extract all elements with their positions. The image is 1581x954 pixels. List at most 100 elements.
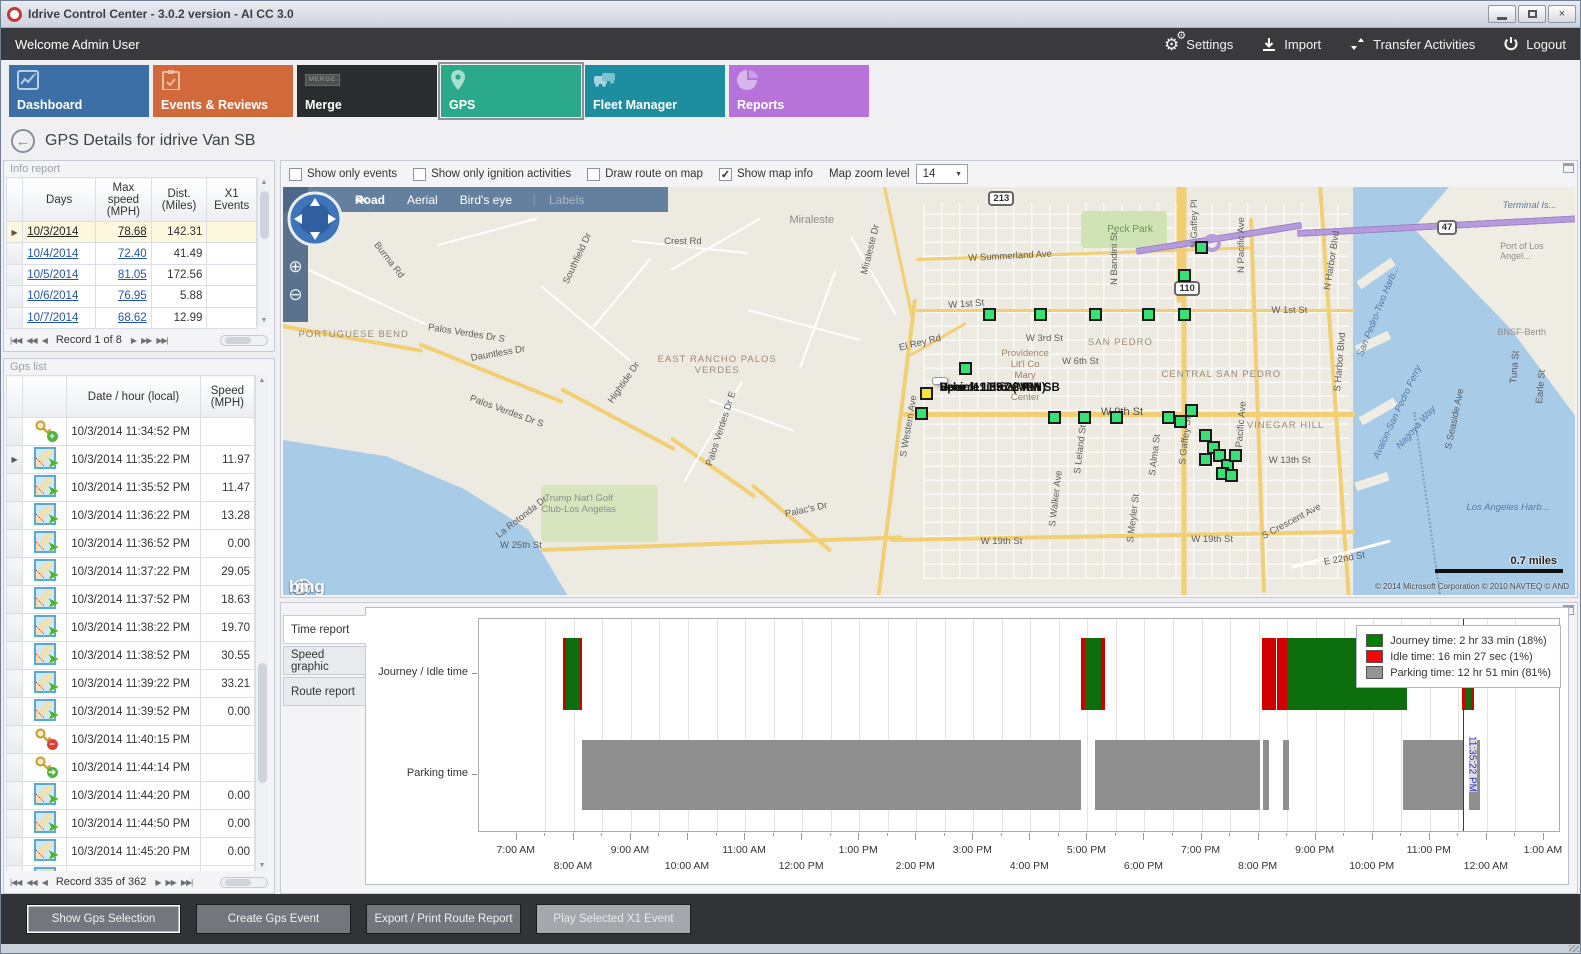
back-button[interactable]: ← [11, 129, 35, 153]
map-marker[interactable] [1195, 241, 1209, 255]
map-marker[interactable] [919, 386, 933, 400]
transfer-activities-button[interactable]: Transfer Activities [1349, 37, 1475, 52]
max-speed-link[interactable]: 72.40 [117, 247, 147, 260]
list-item[interactable]: ➤10/3/2014 11:45:50 PM24.75 [6, 865, 256, 871]
max-speed-link[interactable]: 76.95 [117, 290, 147, 303]
scroll-up-icon[interactable]: ▲ [258, 377, 266, 384]
table-row[interactable]: ▶ 10/3/2014 78.68 142.31 [5, 220, 257, 244]
list-item[interactable]: ➤ 10/3/2014 11:35:52 PM 11.47 [6, 473, 256, 502]
gps-pager-prev-button[interactable]: ◀ [41, 877, 48, 887]
day-link[interactable]: 10/7/2014 [27, 311, 79, 324]
gps-pager-next-button[interactable]: ▶▶| [180, 877, 193, 887]
gps-pager-prev-button[interactable]: |◀◀ [10, 877, 22, 887]
table-row[interactable]: 10/7/2014 68.62 12.99 [5, 306, 257, 330]
gps-pager-prev-button[interactable]: ◀◀ [26, 877, 37, 887]
minimize-button[interactable] [1488, 5, 1516, 23]
map-zoom-in-button[interactable]: ⊕ [288, 257, 303, 276]
map-marker[interactable] [1109, 410, 1123, 424]
list-item[interactable]: ➤ 10/3/2014 11:39:52 PM 0.00 [6, 697, 256, 726]
map-marker[interactable] [1178, 307, 1192, 321]
map-zoom-out-button[interactable]: ⊖ [288, 285, 303, 304]
import-button[interactable]: Import [1261, 37, 1321, 52]
map-view-bird-s-eye[interactable]: Bird's eye [459, 192, 512, 207]
info-pager-prev-button[interactable]: ◀ [41, 335, 48, 345]
tab-merge[interactable]: MERGE Merge [297, 65, 437, 117]
map-marker[interactable] [1161, 410, 1175, 424]
info-pager-next-button[interactable]: ▶ [130, 335, 137, 345]
info-scrollbar[interactable]: ▲ ▼ [257, 177, 270, 326]
map-panel-expand-icon[interactable] [1563, 163, 1574, 173]
list-item[interactable]: ➤ 10/3/2014 11:36:52 PM 0.00 [6, 529, 256, 558]
resize-grip[interactable] [1569, 945, 1579, 952]
max-speed-link[interactable]: 78.68 [117, 226, 147, 239]
map-marker[interactable] [1142, 307, 1156, 321]
gps-scrollbar[interactable]: ▲ ▼ [255, 375, 268, 871]
scroll-thumb[interactable] [260, 191, 269, 239]
map-marker[interactable] [958, 361, 972, 375]
map-marker[interactable] [1077, 410, 1091, 424]
info-pager-next-button[interactable]: ▶▶ [141, 335, 152, 345]
map-marker[interactable] [914, 406, 928, 420]
list-item[interactable]: ➤ 10/3/2014 11:39:22 PM 33.21 [6, 669, 256, 698]
day-link[interactable]: 10/5/2014 [27, 268, 79, 281]
info-pager-prev-button[interactable]: |◀◀ [10, 335, 22, 345]
export-print-route-report-button[interactable]: Export / Print Route Report [366, 904, 521, 934]
map-bar-collapse-button[interactable]: << [355, 192, 368, 207]
table-row[interactable]: 10/5/2014 81.05 172.56 [5, 263, 257, 287]
close-button[interactable]: × [1548, 5, 1576, 23]
map-marker[interactable] [1184, 404, 1198, 418]
maximize-button[interactable] [1518, 5, 1546, 23]
settings-button[interactable]: ⚙ ⚙ Settings [1164, 30, 1233, 53]
map-marker[interactable] [1199, 452, 1213, 466]
tab-dashboard[interactable]: Dashboard [9, 65, 149, 117]
map-marker[interactable] [1224, 468, 1238, 482]
list-item[interactable]: ▶ ➤ 10/3/2014 11:35:22 PM 11.97 [6, 445, 256, 474]
map-compass-control[interactable] [286, 190, 344, 248]
table-row[interactable]: 10/4/2014 72.40 41.49 [5, 242, 257, 265]
list-item[interactable]: ➤ 10/3/2014 11:44:50 PM 0.00 [6, 809, 256, 838]
tab-fleet-manager[interactable]: Fleet Manager [585, 65, 725, 117]
list-item[interactable]: ➔ 10/3/2014 11:44:14 PM [6, 753, 256, 782]
day-link[interactable]: 10/6/2014 [27, 290, 79, 303]
list-item[interactable]: ➤ 10/3/2014 11:36:22 PM 13.28 [6, 501, 256, 530]
gps-pager-next-button[interactable]: ▶ [155, 877, 161, 887]
draw-route-on-map-checkbox[interactable]: Draw route on map [587, 167, 703, 181]
list-item[interactable]: +10/3/2014 11:34:52 PM [6, 417, 256, 446]
scroll-up-icon[interactable]: ▲ [260, 179, 268, 186]
map-zoom-dropdown[interactable]: 14 ▼ [915, 164, 968, 184]
show-only-events-checkbox[interactable]: Show only events [289, 167, 397, 181]
tab-events-reviews[interactable]: Events & Reviews [153, 65, 293, 117]
logout-button[interactable]: Logout [1503, 36, 1566, 52]
tab-route-report[interactable]: Route report [283, 677, 366, 706]
map-view-aerial[interactable]: Aerial [407, 192, 438, 207]
list-item[interactable]: ➤ 10/3/2014 11:38:22 PM 19.70 [6, 613, 256, 642]
max-speed-link[interactable]: 68.62 [117, 311, 147, 324]
list-item[interactable]: −10/3/2014 11:40:15 PM [6, 725, 256, 754]
show-gps-selection-button[interactable]: Show Gps Selection [26, 904, 181, 934]
map-view-road[interactable]: Road [355, 193, 385, 218]
info-pager-next-button[interactable]: ▶▶| [156, 335, 168, 345]
map-marker[interactable] [1089, 307, 1103, 321]
show-only-ignition-activities-checkbox[interactable]: Show only ignition activities [413, 167, 571, 181]
tab-speed-graphic[interactable]: Speed graphic [283, 646, 366, 675]
gps-pager-next-button[interactable]: ▶▶ [165, 877, 177, 887]
table-row[interactable]: 10/6/2014 76.95 5.88 [5, 285, 257, 308]
list-item[interactable]: ➤ 10/3/2014 11:45:20 PM 0.00 [6, 837, 256, 866]
info-pager-prev-button[interactable]: ◀◀ [26, 335, 37, 345]
scroll-down-icon[interactable]: ▼ [258, 862, 266, 869]
tab-time-report[interactable]: Time report [283, 615, 366, 644]
list-item[interactable]: ➤ 10/3/2014 11:44:20 PM 0.00 [6, 781, 256, 810]
show-map-info-checkbox[interactable]: ✓ Show map info [718, 167, 813, 181]
map-marker[interactable] [1033, 307, 1047, 321]
list-item[interactable]: ➤ 10/3/2014 11:37:22 PM 29.05 [6, 557, 256, 586]
map-marker[interactable] [1178, 269, 1192, 283]
map-marker[interactable] [1047, 410, 1061, 424]
map-marker[interactable] [1228, 449, 1242, 463]
day-link[interactable]: 10/3/2014 [27, 226, 79, 239]
map[interactable]: Miraleste Crest Rd Burma Rd Southfield Dr Mi… [283, 187, 1575, 595]
map-marker[interactable] [1199, 428, 1213, 442]
tab-gps[interactable]: GPS [438, 62, 584, 120]
tab-reports[interactable]: Reports [729, 65, 869, 117]
day-link[interactable]: 10/4/2014 [27, 247, 79, 260]
list-item[interactable]: ➤ 10/3/2014 11:37:52 PM 18.63 [6, 585, 256, 614]
